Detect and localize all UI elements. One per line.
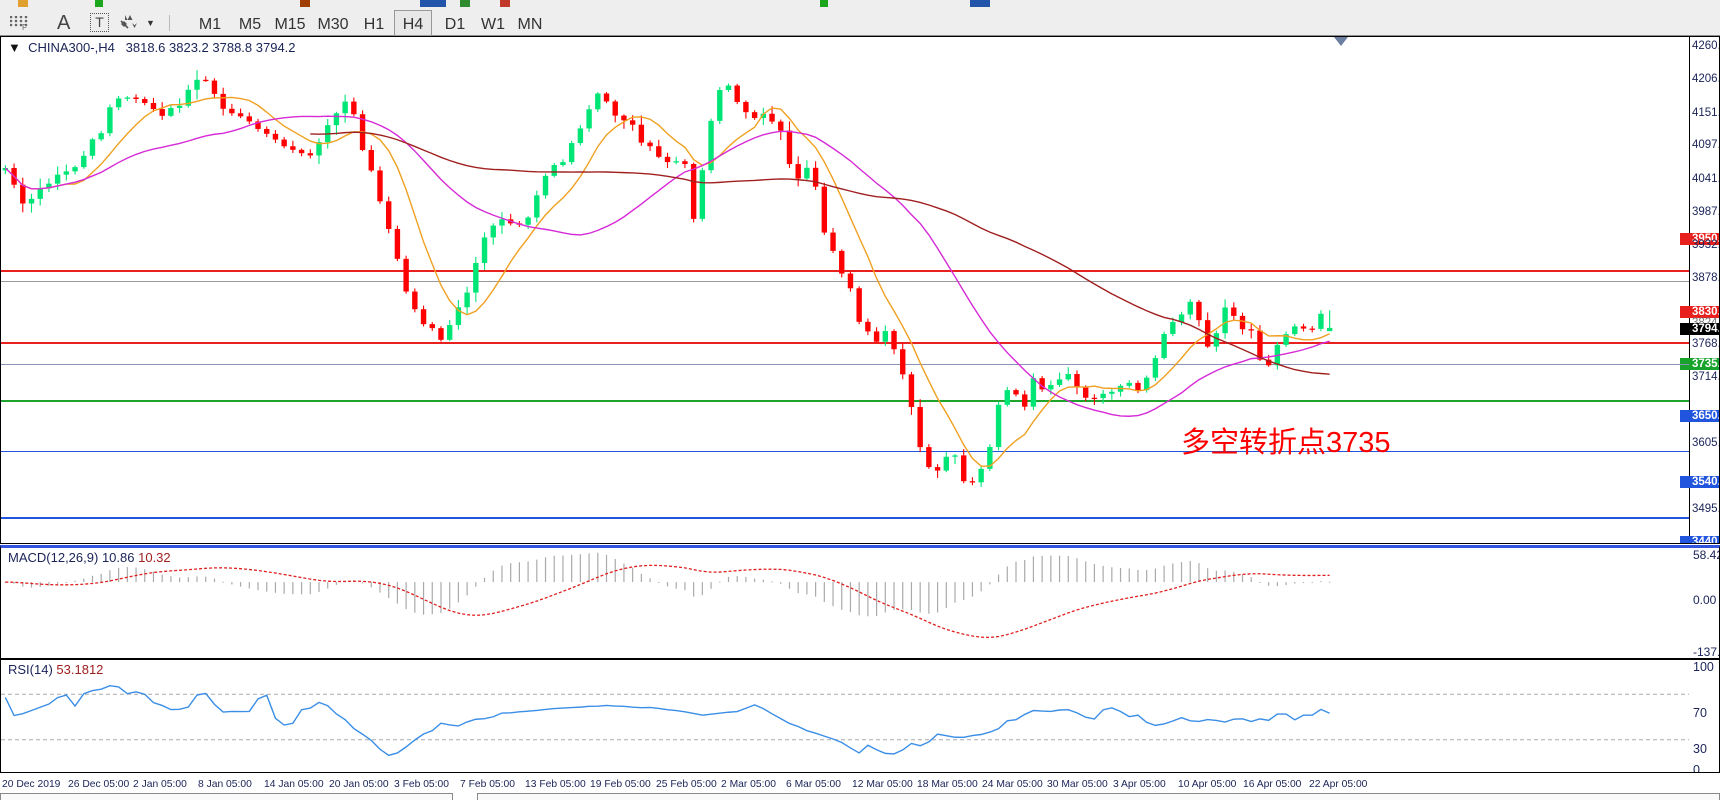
svg-text:F: F (22, 23, 27, 30)
